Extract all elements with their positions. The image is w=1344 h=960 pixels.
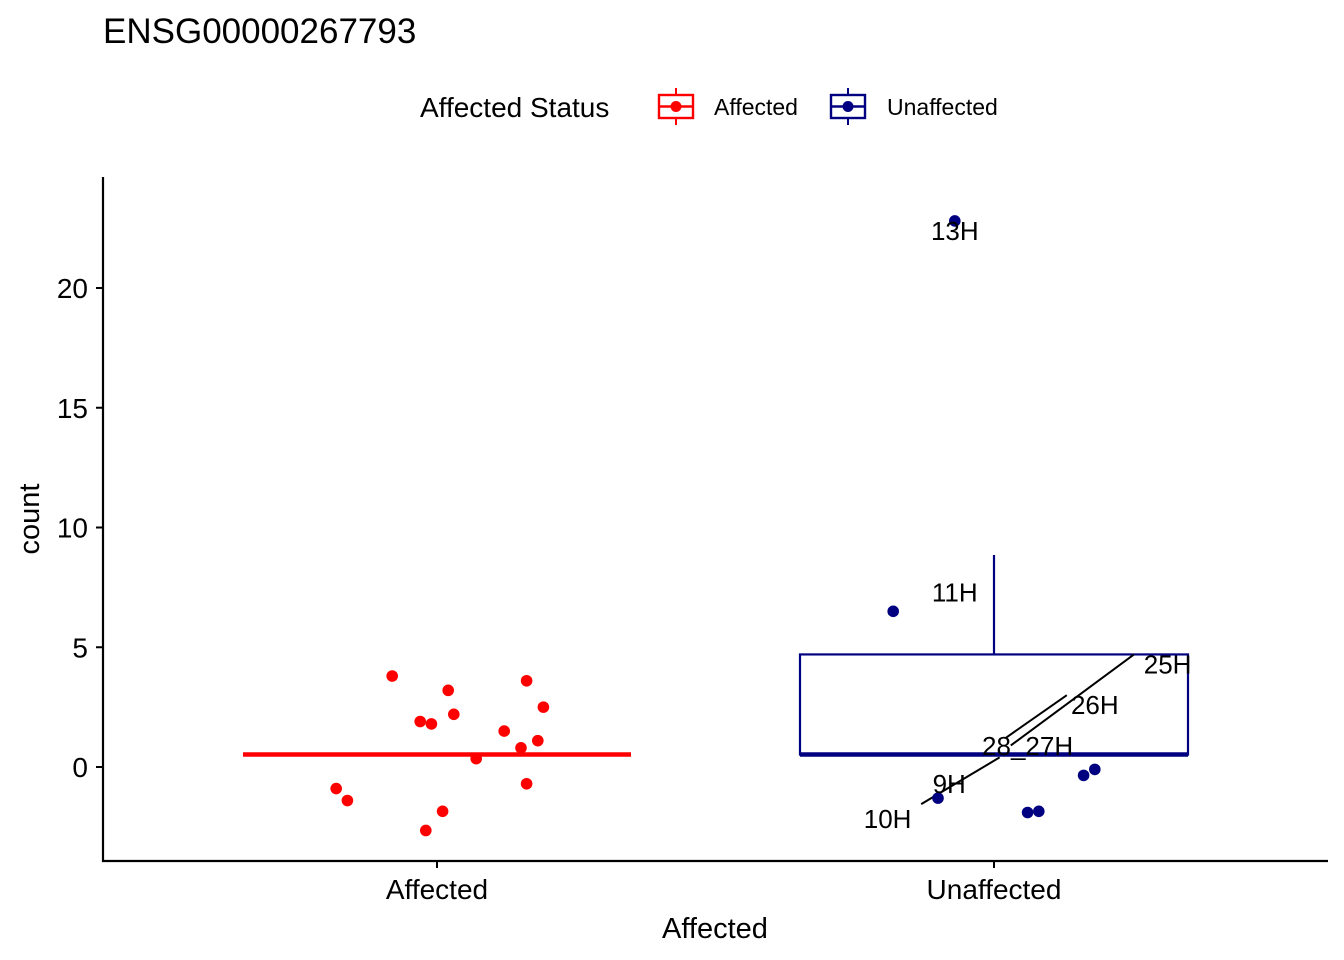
point-affected bbox=[420, 824, 432, 837]
point-affected bbox=[515, 742, 527, 754]
legend-label-unaffected: Unaffected bbox=[887, 94, 998, 120]
x-axis: Affected Unaffected bbox=[102, 859, 1328, 905]
point-label: 28_27H bbox=[982, 731, 1073, 761]
x-tick-label: Unaffected bbox=[927, 874, 1062, 905]
legend-key-unaffected bbox=[829, 88, 867, 125]
point-unaffected bbox=[1033, 805, 1045, 818]
point-label: 25H bbox=[1144, 649, 1192, 679]
point-affected bbox=[520, 777, 533, 790]
y-tick-label: 20 bbox=[57, 273, 88, 304]
label-connector bbox=[1004, 694, 1068, 740]
point-affected bbox=[442, 684, 455, 697]
point-unaffected bbox=[1077, 769, 1090, 782]
point-affected bbox=[448, 708, 460, 721]
point-label: 11H bbox=[932, 578, 978, 608]
y-tick-label: 5 bbox=[72, 632, 88, 663]
y-ticks: 0 5 10 15 20 bbox=[57, 273, 103, 783]
label-connector bbox=[1010, 653, 1135, 747]
y-axis: 0 5 10 15 20 bbox=[57, 177, 105, 862]
point-unaffected bbox=[887, 605, 899, 618]
point-affected bbox=[330, 782, 343, 795]
point-labels: 13H 11H 25H 26H 28_27H 9H 10H bbox=[864, 216, 1192, 834]
x-tick-label: Affected bbox=[386, 874, 488, 905]
legend-label-affected: Affected bbox=[714, 94, 798, 120]
point-affected bbox=[436, 805, 449, 818]
point-unaffected bbox=[1089, 763, 1101, 776]
point-affected bbox=[498, 725, 511, 737]
point-unaffected bbox=[932, 792, 944, 804]
y-tick-label: 15 bbox=[57, 393, 88, 424]
point-affected bbox=[537, 701, 550, 713]
point-unaffected bbox=[949, 215, 961, 227]
y-tick-label: 10 bbox=[57, 513, 88, 544]
y-axis-title: count bbox=[14, 484, 46, 555]
point-affected bbox=[520, 674, 533, 687]
point-affected bbox=[386, 670, 399, 682]
point-label: 9H bbox=[933, 769, 966, 799]
point-affected bbox=[341, 794, 354, 807]
y-tick-label: 0 bbox=[72, 752, 88, 783]
x-ticks: Affected Unaffected bbox=[386, 861, 1062, 905]
point-affected bbox=[470, 752, 483, 765]
data-points bbox=[330, 215, 1101, 837]
point-affected bbox=[532, 734, 544, 747]
x-axis-title: Affected bbox=[662, 913, 768, 945]
point-unaffected bbox=[1021, 806, 1034, 819]
legend-title: Affected Status bbox=[420, 92, 609, 123]
boxes bbox=[243, 555, 1190, 757]
point-label: 10H bbox=[864, 804, 912, 834]
chart-title: ENSG00000267793 bbox=[103, 12, 416, 51]
point-affected bbox=[414, 715, 427, 728]
point-label: 26H bbox=[1071, 690, 1119, 720]
legend-key-affected bbox=[657, 88, 695, 125]
point-label: 13H bbox=[931, 216, 979, 246]
legend: Affected Status Affected Unaffected bbox=[420, 88, 998, 125]
point-affected bbox=[425, 718, 438, 730]
box-unaffected bbox=[798, 555, 1190, 757]
